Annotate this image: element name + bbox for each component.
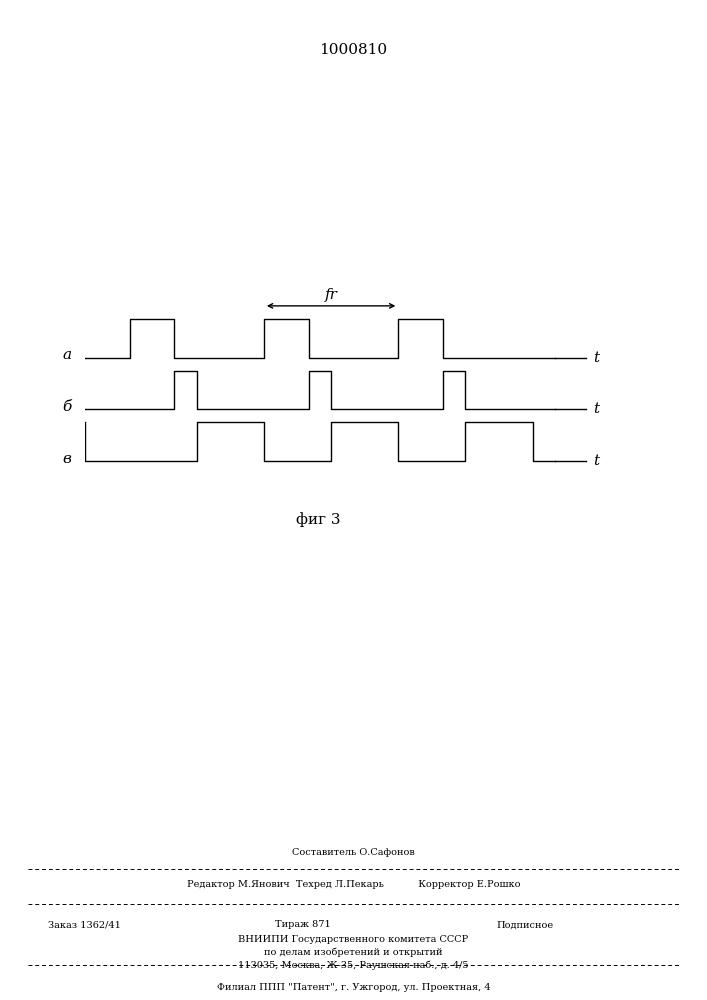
Text: Редактор М.Янович  Техред Л.Пекарь           Корректор Е.Рошко: Редактор М.Янович Техред Л.Пекарь Коррек… (187, 880, 520, 889)
Text: в: в (62, 452, 71, 466)
Text: t: t (593, 454, 599, 468)
Text: фиг 3: фиг 3 (296, 513, 340, 527)
Text: Составитель О.Сафонов: Составитель О.Сафонов (292, 848, 415, 857)
Text: t: t (593, 351, 599, 365)
Text: б: б (62, 400, 71, 414)
Text: Заказ 1362/41: Заказ 1362/41 (48, 920, 121, 929)
Text: 1000810: 1000810 (320, 43, 387, 57)
Text: ВНИИПИ Государственного комитета СССР: ВНИИПИ Государственного комитета СССР (238, 935, 469, 944)
Text: Подписное: Подписное (496, 920, 554, 929)
Text: t: t (593, 402, 599, 416)
Text: по делам изобретений и открытий: по делам изобретений и открытий (264, 947, 443, 957)
Text: fr: fr (325, 288, 337, 302)
Text: Филиал ППП "Патент", г. Ужгород, ул. Проектная, 4: Филиал ППП "Патент", г. Ужгород, ул. Про… (216, 983, 491, 992)
Text: 113035, Москва, Ж-35, Раушская наб., д. 4/5: 113035, Москва, Ж-35, Раушская наб., д. … (238, 960, 469, 970)
Text: Тираж 871: Тираж 871 (276, 920, 331, 929)
Text: а: а (62, 348, 71, 362)
